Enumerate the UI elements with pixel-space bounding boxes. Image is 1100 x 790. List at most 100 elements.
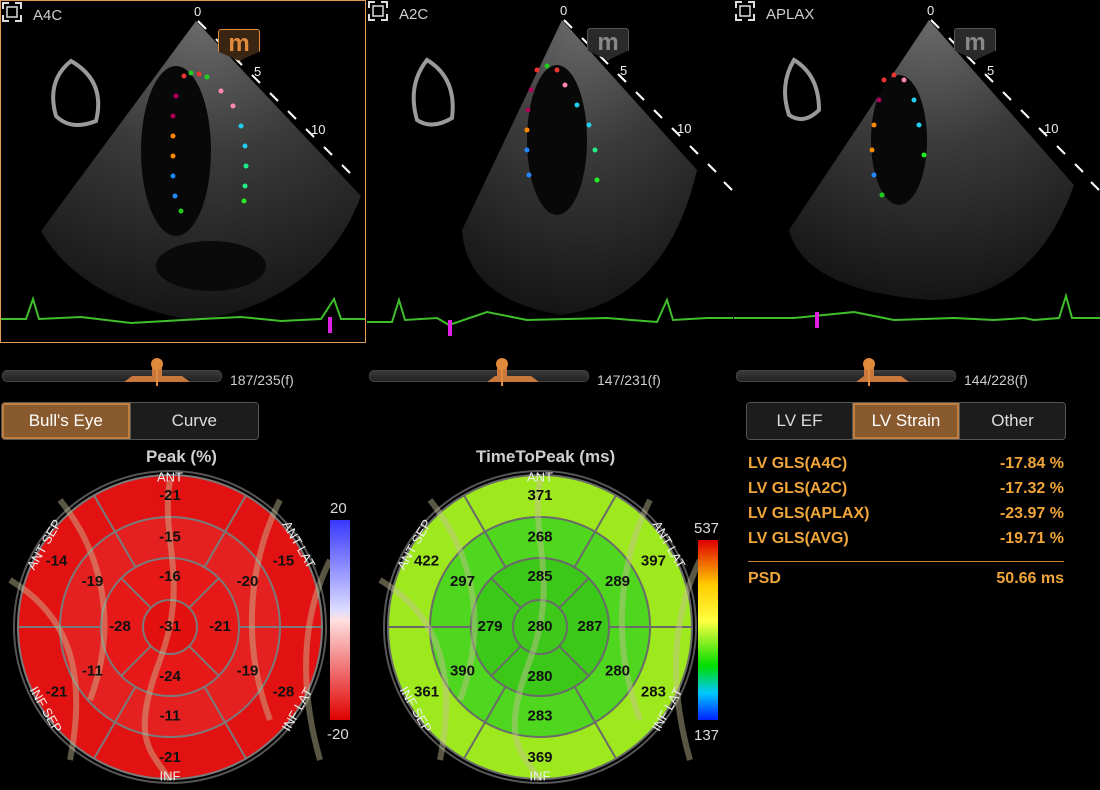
peak-scale-min: -20 (327, 726, 349, 743)
segment-divider (93, 494, 137, 568)
tab-lv-ef[interactable]: LV EF (747, 403, 853, 439)
apical-segment-value: 285 (527, 568, 552, 585)
fullscreen-icon[interactable] (734, 0, 756, 22)
depth-mark-5: 5 (620, 63, 628, 78)
depth-mark-5: 5 (254, 64, 262, 79)
segment-divider (203, 686, 247, 760)
wall-label-inf: INF (530, 768, 551, 783)
slider-handle[interactable] (2, 356, 220, 392)
view-label: APLAX (766, 6, 815, 23)
echo-image (1, 20, 365, 333)
segment-divider (573, 686, 617, 760)
mid-segment-value: 390 (450, 663, 475, 680)
ttp-color-scale (698, 540, 718, 720)
depth-mark-0: 0 (560, 3, 568, 18)
apical-segment-value: 279 (477, 618, 502, 635)
coronary-overlay (511, 479, 547, 782)
basal-segment-value: -15 (273, 552, 295, 569)
frame-slider-a2c[interactable]: 147/231(f) (369, 356, 719, 392)
result-tabs: LV EF LV Strain Other (746, 402, 1066, 440)
tab-other[interactable]: Other (960, 403, 1065, 439)
result-value: -17.32 % (999, 480, 1064, 497)
segment-divider (463, 494, 507, 568)
ring-border (142, 599, 198, 655)
coronary-overlay (303, 558, 333, 761)
result-label: LV GLS(A2C) (748, 480, 848, 497)
view-label: A4C (33, 7, 63, 24)
apex-value: 280 (527, 618, 552, 635)
outer-ring (13, 470, 327, 784)
mid-segment-value: -11 (82, 663, 103, 680)
fullscreen-icon[interactable] (1, 1, 23, 23)
segment-divider (490, 645, 522, 677)
mid-segment-value: -19 (237, 663, 259, 680)
coronary-overlay (141, 479, 177, 782)
segment-divider (203, 494, 247, 568)
m-mode-badge[interactable]: m (954, 28, 996, 60)
wall-label-ant: ANT (527, 469, 553, 484)
result-label: LV GLS(A4C) (748, 455, 848, 472)
segment-divider (188, 577, 220, 609)
depth-mark-0: 0 (194, 4, 202, 19)
echo-view-aplax[interactable]: APLAX m 0 5 10 (734, 0, 1100, 343)
fullscreen-icon[interactable] (367, 0, 389, 22)
view-label: A2C (399, 6, 429, 23)
mid-segment-value: -11 (160, 707, 181, 724)
basal-segment-value: -21 (159, 487, 181, 504)
basal-segment-value: 283 (641, 683, 666, 700)
segment-divider (558, 645, 590, 677)
depth-mark-10: 10 (311, 122, 326, 137)
mid-segment-value: 280 (605, 663, 630, 680)
apex-segment (513, 600, 567, 654)
tab-bulls-eye[interactable]: Bull's Eye (2, 403, 131, 439)
coronary-overlay (673, 558, 703, 761)
result-row-a4c: LV GLS(A4C) -17.84 % (748, 455, 1064, 480)
peak-scale-max: 20 (330, 500, 347, 517)
result-value: -17.84 % (999, 455, 1064, 472)
apical-segment-value: -16 (159, 568, 181, 585)
depth-mark-5: 5 (987, 63, 995, 78)
depth-mark-10: 10 (677, 121, 692, 136)
segment-divider (120, 645, 152, 677)
mid-segment-value: -20 (237, 573, 259, 590)
echo-view-a2c[interactable]: A2C m 0 5 10 (367, 0, 733, 343)
ring-border (512, 599, 568, 655)
echo-view-a4c[interactable]: A4C m 0 5 10 (0, 0, 366, 343)
mid-segment-value: 283 (527, 707, 552, 724)
tab-curve[interactable]: Curve (130, 403, 258, 439)
peak-bulls-eye[interactable]: -21 -15 -28 -21 -21 -14 -15 -20 -19 -11 -11 -19 -16 -… (0, 460, 370, 790)
echo-image (367, 19, 733, 336)
display-mode-tabs: Bull's Eye Curve (1, 402, 259, 440)
wall-label-ant: ANT (157, 469, 183, 484)
slider-handle[interactable] (736, 356, 954, 392)
frame-count: 144/228(f) (964, 372, 1028, 388)
coronary-overlay (8, 577, 80, 761)
echo-image (734, 19, 1100, 328)
tab-lv-strain[interactable]: LV Strain (853, 403, 960, 439)
segment-divider (558, 577, 590, 609)
segment-divider (188, 645, 220, 677)
psd-label: PSD (748, 570, 781, 587)
basal-segment-value: 369 (527, 749, 552, 766)
result-row-aplax: LV GLS(APLAX) -23.97 % (748, 505, 1064, 530)
ttp-scale-min: 137 (694, 727, 720, 744)
apical-segment-value: 280 (527, 668, 552, 685)
segment-divider (93, 686, 137, 760)
result-label: LV GLS(AVG) (748, 530, 849, 547)
peak-color-scale (330, 520, 350, 720)
frame-slider-aplax[interactable]: 144/228(f) (736, 356, 1086, 392)
ttp-bulls-eye[interactable]: 371 397 283 369 361 422 268 289 280 283 390 297 285 2… (370, 460, 740, 790)
mid-segment-value: 297 (450, 573, 475, 590)
basal-segment-value: 397 (641, 552, 666, 569)
ttp-title: TimeToPeak (ms) (476, 447, 616, 466)
segment-divider (463, 686, 507, 760)
outer-ring (383, 470, 697, 784)
slider-handle[interactable] (369, 356, 587, 392)
result-value: -19.71 % (999, 530, 1064, 547)
mid-segment-value: 289 (605, 573, 630, 590)
basal-segment-value: -21 (159, 749, 181, 766)
frame-slider-a4c[interactable]: 187/235(f) (2, 356, 352, 392)
apex-segment (143, 600, 197, 654)
apical-segment-value: -24 (159, 668, 181, 685)
result-row-a2c: LV GLS(A2C) -17.32 % (748, 480, 1064, 505)
